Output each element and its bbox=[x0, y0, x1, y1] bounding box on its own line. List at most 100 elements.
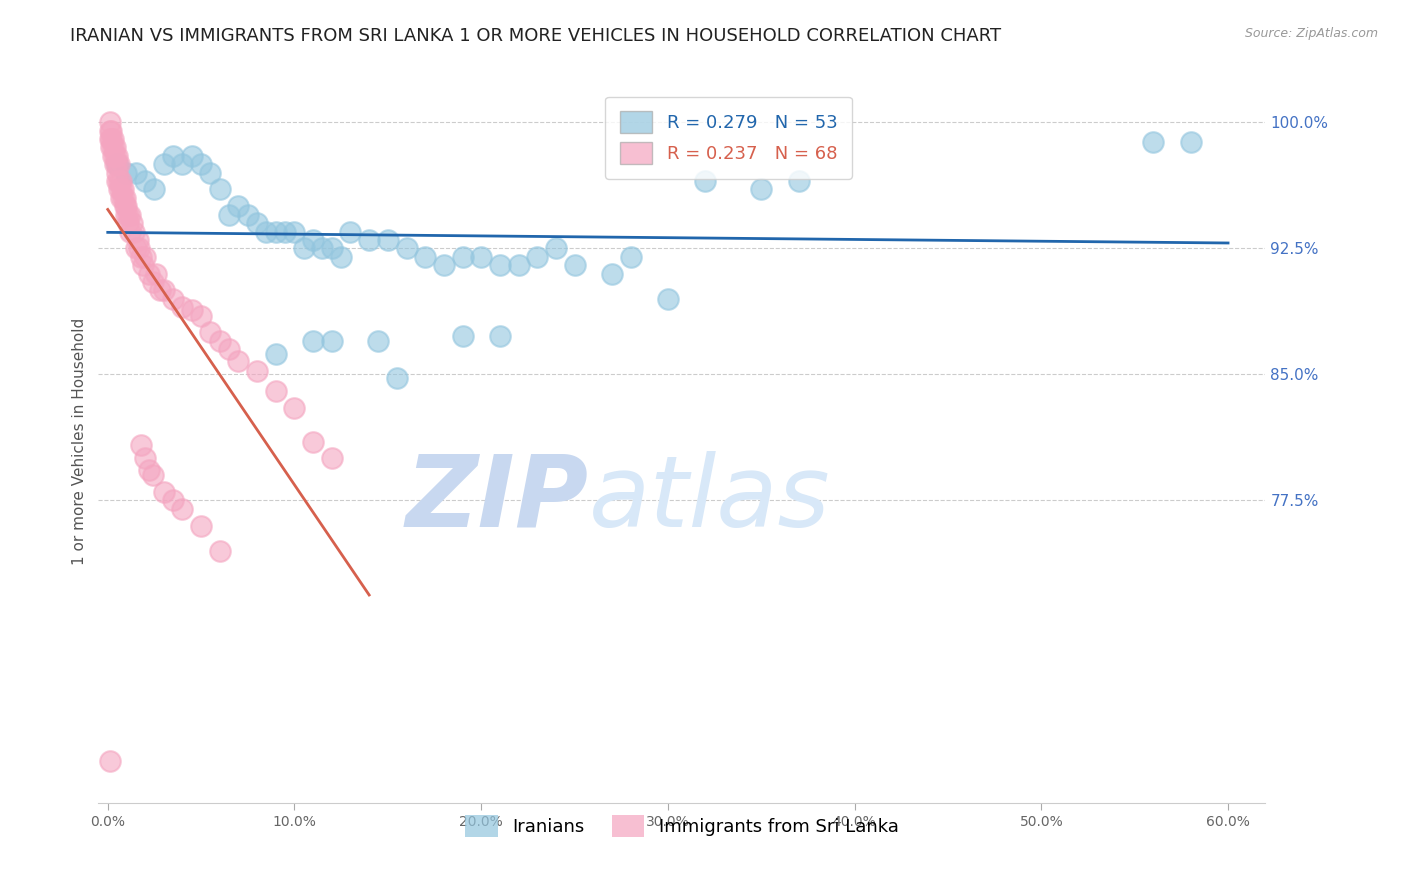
Point bbox=[359, 233, 381, 247]
Point bbox=[330, 250, 353, 264]
Point bbox=[138, 463, 160, 477]
Point bbox=[100, 124, 122, 138]
Point bbox=[385, 370, 408, 384]
Point bbox=[236, 208, 259, 222]
Point bbox=[152, 283, 174, 297]
Point bbox=[544, 241, 567, 255]
Point bbox=[149, 283, 172, 297]
Point bbox=[115, 199, 138, 213]
Text: atlas: atlas bbox=[589, 450, 830, 548]
Point bbox=[228, 354, 250, 368]
Point bbox=[162, 292, 184, 306]
Point bbox=[264, 384, 287, 398]
Point bbox=[162, 149, 184, 163]
Point bbox=[190, 518, 212, 533]
Point bbox=[98, 754, 121, 768]
Point bbox=[115, 166, 138, 180]
Point bbox=[145, 267, 167, 281]
Point bbox=[110, 182, 132, 196]
Point bbox=[172, 157, 194, 171]
Point bbox=[114, 191, 136, 205]
Point bbox=[103, 140, 125, 154]
Point bbox=[367, 334, 389, 348]
Point bbox=[695, 174, 717, 188]
Point bbox=[134, 250, 156, 264]
Point bbox=[1142, 136, 1164, 150]
Point bbox=[180, 149, 202, 163]
Point bbox=[98, 132, 121, 146]
Point bbox=[302, 434, 325, 449]
Point bbox=[142, 275, 165, 289]
Point bbox=[138, 267, 160, 281]
Point bbox=[110, 191, 132, 205]
Point bbox=[125, 166, 148, 180]
Point bbox=[134, 451, 156, 466]
Point bbox=[132, 258, 155, 272]
Point bbox=[120, 225, 142, 239]
Y-axis label: 1 or more Vehicles in Household: 1 or more Vehicles in Household bbox=[72, 318, 87, 566]
Point bbox=[110, 174, 132, 188]
Point bbox=[302, 334, 325, 348]
Point bbox=[105, 166, 128, 180]
Point bbox=[100, 140, 122, 154]
Point bbox=[114, 199, 136, 213]
Point bbox=[292, 241, 315, 255]
Point bbox=[142, 468, 165, 483]
Point bbox=[105, 149, 128, 163]
Point bbox=[787, 174, 810, 188]
Point bbox=[172, 501, 194, 516]
Point bbox=[508, 258, 530, 272]
Point bbox=[283, 225, 305, 239]
Point bbox=[208, 334, 231, 348]
Point bbox=[246, 216, 269, 230]
Point bbox=[228, 199, 250, 213]
Text: Source: ZipAtlas.com: Source: ZipAtlas.com bbox=[1244, 27, 1378, 40]
Point bbox=[131, 438, 153, 452]
Point bbox=[105, 157, 128, 171]
Point bbox=[190, 157, 212, 171]
Point bbox=[98, 124, 121, 138]
Point bbox=[143, 182, 166, 196]
Point bbox=[120, 208, 142, 222]
Point bbox=[274, 225, 297, 239]
Point bbox=[246, 364, 269, 378]
Point bbox=[1180, 136, 1202, 150]
Point bbox=[180, 303, 202, 318]
Point bbox=[104, 140, 127, 154]
Point bbox=[470, 250, 492, 264]
Point bbox=[395, 241, 418, 255]
Point bbox=[108, 182, 131, 196]
Point bbox=[105, 157, 128, 171]
Point bbox=[489, 328, 512, 343]
Point bbox=[117, 216, 139, 230]
Point bbox=[122, 225, 145, 239]
Point bbox=[121, 216, 143, 230]
Point bbox=[105, 174, 128, 188]
Point bbox=[108, 157, 131, 171]
Point bbox=[104, 157, 127, 171]
Point bbox=[98, 115, 121, 129]
Point bbox=[321, 451, 343, 466]
Point bbox=[657, 292, 679, 306]
Point bbox=[152, 157, 174, 171]
Point bbox=[208, 543, 231, 558]
Point bbox=[104, 149, 127, 163]
Point bbox=[208, 182, 231, 196]
Point bbox=[600, 267, 623, 281]
Point bbox=[302, 233, 325, 247]
Point bbox=[117, 208, 139, 222]
Point bbox=[134, 174, 156, 188]
Point bbox=[190, 309, 212, 323]
Point bbox=[377, 233, 399, 247]
Point bbox=[451, 328, 474, 343]
Point bbox=[111, 191, 134, 205]
Point bbox=[103, 149, 125, 163]
Point bbox=[128, 241, 150, 255]
Point bbox=[311, 241, 333, 255]
Point bbox=[283, 401, 305, 415]
Point bbox=[131, 250, 153, 264]
Point bbox=[162, 493, 184, 508]
Point bbox=[103, 132, 125, 146]
Point bbox=[413, 250, 436, 264]
Point bbox=[115, 208, 138, 222]
